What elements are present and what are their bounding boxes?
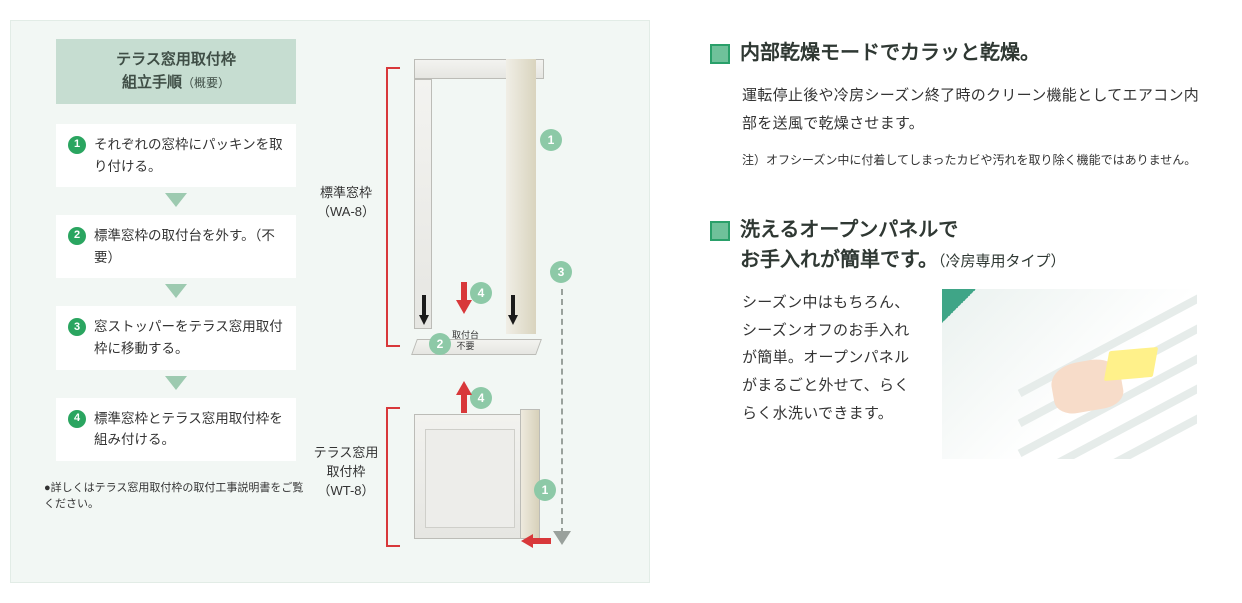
- diagram-callout-1b: 1: [534, 479, 556, 501]
- feat2-body-row: シーズン中はもちろん、シーズンオフのお手入れが簡単。オープンパネルがまるごと外せ…: [742, 289, 1210, 459]
- feat2-title-wrap: 洗えるオープンパネルで お手入れが簡単です。（冷房専用タイプ）: [740, 215, 1066, 275]
- assembly-title: テラス窓用取付枠 組立手順（概要）: [56, 39, 296, 104]
- step-number-1: 1: [68, 136, 86, 154]
- red-arrow-icon: [456, 381, 472, 418]
- mount-label: 取付台 不要: [452, 330, 479, 352]
- frame-right-rail: [506, 59, 536, 334]
- title-sub: （概要）: [182, 76, 230, 90]
- black-arrow-icon: [508, 295, 518, 330]
- lower-label-l3: （WT-8）: [317, 483, 374, 498]
- bracket-upper: [386, 67, 400, 347]
- frame-left-rail: [414, 79, 432, 329]
- mount-label-l2: 不要: [457, 341, 475, 351]
- diagram-callout-1a: 1: [540, 129, 562, 151]
- bracket-lower: [386, 407, 400, 547]
- square-bullet-icon: [710, 44, 730, 64]
- assembly-diagram: 標準窓枠 （WA-8） テラス窓用 取付枠 （WT-8） 1 2 3 4 4 1…: [306, 39, 629, 568]
- lower-frame-body: [414, 414, 526, 539]
- step-number-2: 2: [68, 227, 86, 245]
- step-4: 4 標準窓枠とテラス窓用取付枠を組み付ける。: [56, 398, 296, 461]
- sponge-icon: [1104, 347, 1158, 381]
- chevron-down-icon: [165, 284, 187, 300]
- assembly-footnote: ●詳しくはテラス窓用取付枠の取付工事説明書をご覧ください。: [44, 479, 306, 511]
- step-number-4: 4: [68, 410, 86, 428]
- diagram-callout-4b: 4: [470, 387, 492, 409]
- mount-label-l1: 取付台: [452, 330, 479, 340]
- step-text-4: 標準窓枠とテラス窓用取付枠を組み付ける。: [94, 408, 286, 451]
- feature-title: 内部乾燥モードでカラッと乾燥。: [710, 38, 1210, 68]
- lower-frame-label: テラス窓用 取付枠 （WT-8）: [306, 444, 386, 501]
- feat1-body: 運転停止後や冷房シーズン終了時のクリーン機能としてエアコン内部を送風で乾燥させま…: [742, 82, 1210, 138]
- open-panel-image: [942, 289, 1197, 459]
- feat2-title-l1: 洗えるオープンパネルで: [740, 219, 958, 241]
- upper-frame-label: 標準窓枠 （WA-8）: [311, 184, 381, 222]
- upper-label-l2: （WA-8）: [317, 204, 375, 219]
- title-line1: テラス窓用取付枠: [116, 51, 236, 68]
- step-1: 1 それぞれの窓枠にパッキンを取り付ける。: [56, 124, 296, 187]
- feat1-title: 内部乾燥モードでカラッと乾燥。: [740, 38, 1040, 68]
- step-text-1: それぞれの窓枠にパッキンを取り付ける。: [94, 134, 286, 177]
- diagram-callout-4a: 4: [470, 282, 492, 304]
- upper-label-l1: 標準窓枠: [320, 185, 372, 200]
- assembly-panel: テラス窓用取付枠 組立手順（概要） 1 それぞれの窓枠にパッキンを取り付ける。 …: [10, 20, 650, 583]
- feature-washable: 洗えるオープンパネルで お手入れが簡単です。（冷房専用タイプ） シーズン中はもち…: [710, 215, 1210, 459]
- feat2-title-l2: お手入れが簡単です。: [740, 249, 938, 271]
- feat1-note: 注）オフシーズン中に付着してしまったカビや汚れを取り除く機能ではありません。: [742, 150, 1210, 170]
- black-arrow-icon: [419, 295, 429, 330]
- diagram-callout-2: 2: [429, 333, 451, 355]
- step-number-3: 3: [68, 318, 86, 336]
- step-3: 3 窓ストッパーをテラス窓用取付枠に移動する。: [56, 306, 296, 369]
- title-line2: 組立手順: [122, 74, 182, 91]
- feature-drying: 内部乾燥モードでカラッと乾燥。 運転停止後や冷房シーズン終了時のクリーン機能とし…: [710, 38, 1210, 170]
- red-arrow-icon: [456, 282, 472, 319]
- feat2-title-sub: （冷房専用タイプ）: [938, 253, 1066, 270]
- dashed-arrowhead-icon: [553, 531, 571, 550]
- feature-title: 洗えるオープンパネルで お手入れが簡単です。（冷房専用タイプ）: [710, 215, 1210, 275]
- lower-frame-side: [520, 409, 540, 539]
- red-arrow-icon: [521, 534, 551, 553]
- dashed-guide-line: [561, 289, 563, 534]
- diagram-callout-3: 3: [550, 261, 572, 283]
- chevron-down-icon: [165, 376, 187, 392]
- step-text-3: 窓ストッパーをテラス窓用取付枠に移動する。: [94, 316, 286, 359]
- feat2-body-text: シーズン中はもちろん、シーズンオフのお手入れが簡単。オープンパネルがまるごと外せ…: [742, 289, 922, 428]
- lower-label-l1: テラス窓用: [314, 445, 379, 460]
- square-bullet-icon: [710, 221, 730, 241]
- lower-label-l2: 取付枠: [326, 464, 365, 479]
- chevron-down-icon: [165, 193, 187, 209]
- features-column: 内部乾燥モードでカラッと乾燥。 運転停止後や冷房シーズン終了時のクリーン機能とし…: [710, 20, 1210, 583]
- step-2: 2 標準窓枠の取付台を外す。（不要）: [56, 215, 296, 278]
- step-text-2: 標準窓枠の取付台を外す。（不要）: [94, 225, 286, 268]
- steps-column: テラス窓用取付枠 組立手順（概要） 1 それぞれの窓枠にパッキンを取り付ける。 …: [46, 39, 306, 568]
